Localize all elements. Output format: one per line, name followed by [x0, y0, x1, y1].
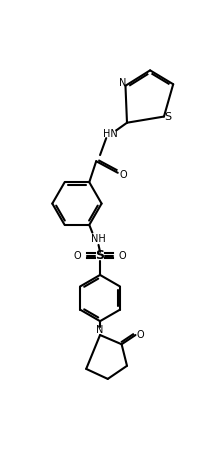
Text: O: O — [119, 170, 127, 180]
Text: S: S — [96, 249, 105, 262]
Text: HN: HN — [103, 129, 118, 139]
Text: S: S — [164, 112, 171, 121]
Text: O: O — [136, 330, 144, 340]
Text: N: N — [119, 78, 127, 88]
Text: O: O — [119, 251, 126, 261]
Text: N: N — [96, 325, 104, 335]
Text: NH: NH — [91, 234, 106, 244]
Text: O: O — [74, 251, 81, 261]
